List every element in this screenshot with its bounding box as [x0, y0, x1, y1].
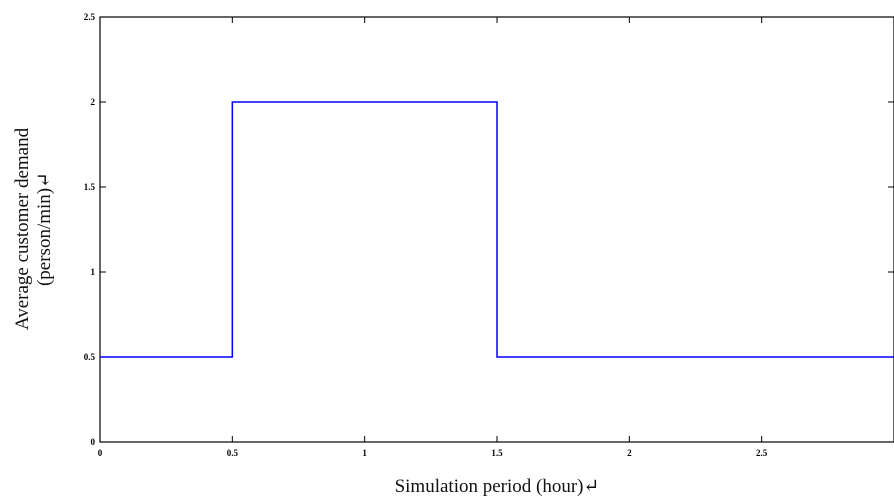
- y-tick-label: 2: [91, 97, 96, 107]
- y-tick-label: 0: [91, 437, 96, 447]
- y-axis-title-line-1: Average customer demand: [12, 127, 33, 330]
- y-tick-label: 1.5: [84, 182, 96, 192]
- series-line: [100, 101, 894, 358]
- x-tick-label: 0.5: [227, 448, 239, 458]
- x-tick-label: 1: [362, 448, 367, 458]
- y-tick-label: 0.5: [84, 352, 96, 362]
- series-layer: [100, 101, 894, 358]
- y-axis-title-line-2: (person/min)↵: [34, 172, 55, 286]
- x-tick-label: 0: [98, 448, 103, 458]
- x-tick-label: 2: [627, 448, 632, 458]
- y-axis-title: Average customer demand (person/min)↵: [12, 127, 55, 330]
- x-axis-title: Simulation period (hour)↵: [395, 476, 600, 497]
- x-tick-label: 1.5: [491, 448, 503, 458]
- y-ticks: 0 0.5 1 1.5 2 2.5: [84, 12, 894, 447]
- x-ticks: 0 0.5 1 1.5 2 2.5: [98, 17, 768, 458]
- y-tick-label: 1: [91, 267, 96, 277]
- y-tick-label: 2.5: [84, 12, 96, 22]
- x-tick-label: 2.5: [756, 448, 768, 458]
